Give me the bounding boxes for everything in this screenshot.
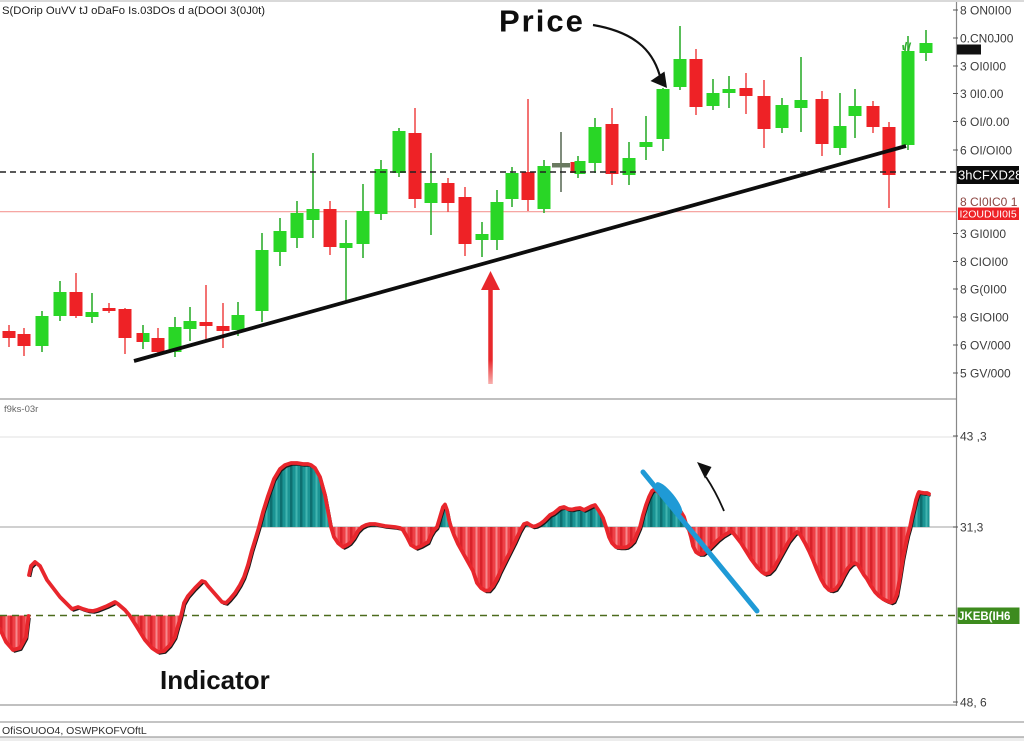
svg-text:6 OI/OI00: 6 OI/OI00 xyxy=(960,144,1012,158)
svg-text:3hCFXD28: 3hCFXD28 xyxy=(958,168,1022,183)
svg-text:6 OI/0.00: 6 OI/0.00 xyxy=(960,115,1010,129)
svg-text:8 CI0IC0 1: 8 CI0IC0 1 xyxy=(960,195,1018,209)
svg-text:8 G(0I00: 8 G(0I00 xyxy=(960,283,1007,297)
svg-text:3 OI0I00: 3 OI0I00 xyxy=(960,60,1006,74)
svg-text:8 GIOI00: 8 GIOI00 xyxy=(960,311,1009,325)
svg-text:6 OV/000: 6 OV/000 xyxy=(960,339,1011,353)
svg-text:8 CIOI00: 8 CIOI00 xyxy=(960,255,1008,269)
svg-text:f9ks-03r: f9ks-03r xyxy=(4,404,38,415)
svg-text:43 ,3: 43 ,3 xyxy=(960,430,987,444)
svg-text:8 ON0I00: 8 ON0I00 xyxy=(960,4,1012,18)
svg-text:0.CN0J00: 0.CN0J00 xyxy=(960,32,1014,46)
svg-text:JKEB(IH6: JKEB(IH6 xyxy=(958,611,1010,623)
svg-text:3 GI0I00: 3 GI0I00 xyxy=(960,227,1006,241)
svg-text:S(DOrip OuVV tJ oDaFo Is.03DOs: S(DOrip OuVV tJ oDaFo Is.03DOs d a(DOOI … xyxy=(2,5,265,17)
svg-text:I2OUDUI0I5: I2OUDUI0I5 xyxy=(960,209,1017,221)
svg-text:3 0I0.00: 3 0I0.00 xyxy=(960,87,1004,101)
svg-text:31,3: 31,3 xyxy=(960,521,984,535)
svg-text:OfiSOUOO4, OSWPKOFVOftL: OfiSOUOO4, OSWPKOFVOftL xyxy=(2,725,147,737)
svg-text:Indicator: Indicator xyxy=(160,665,270,695)
svg-text:Price: Price xyxy=(499,4,585,39)
svg-text:5 GV/000: 5 GV/000 xyxy=(960,367,1011,381)
svg-text:48, 6: 48, 6 xyxy=(960,696,987,710)
